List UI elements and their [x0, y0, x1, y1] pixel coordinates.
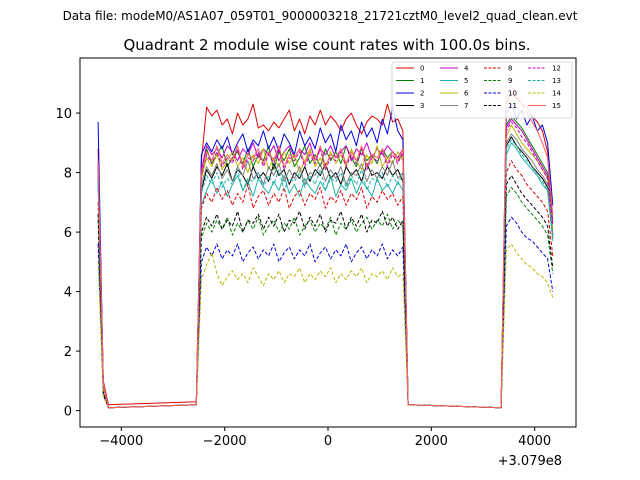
series-line-10	[97, 216, 554, 409]
y-tick-label: 2	[64, 345, 72, 360]
legend-label-14: 14	[552, 90, 561, 98]
legend-label-3: 3	[420, 102, 424, 110]
legend-label-1: 1	[420, 77, 424, 85]
legend-label-10: 10	[508, 90, 517, 98]
legend-label-5: 5	[464, 77, 468, 85]
y-tick-label: 6	[64, 226, 72, 241]
y-tick-label: 4	[64, 286, 72, 301]
x-tick-label: −2000	[203, 434, 247, 449]
data-file-header: Data file: modeM0/AS1A07_059T01_90000032…	[63, 9, 578, 23]
series-line-11	[97, 175, 554, 409]
series-layer	[97, 85, 554, 409]
x-tick-label: 4000	[518, 434, 551, 449]
legend-label-8: 8	[508, 65, 512, 73]
y-tick-label: 10	[55, 107, 72, 122]
x-tick-label: 0	[324, 434, 332, 449]
chart-title: Quadrant 2 module wise count rates with …	[123, 36, 530, 54]
series-line-12	[97, 121, 554, 409]
legend-label-4: 4	[464, 65, 469, 73]
series-line-14	[97, 243, 554, 409]
series-line-13	[97, 139, 554, 409]
legend-label-6: 6	[464, 90, 469, 98]
x-tick-label: −4000	[99, 434, 143, 449]
legend-label-9: 9	[508, 77, 512, 85]
legend-label-13: 13	[552, 77, 561, 85]
legend-label-12: 12	[552, 65, 561, 73]
y-tick-label: 0	[64, 405, 72, 420]
x-tick-label: 2000	[415, 434, 448, 449]
legend-label-7: 7	[464, 102, 468, 110]
y-tick-label: 8	[64, 167, 72, 182]
legend-label-0: 0	[420, 65, 424, 73]
legend-label-11: 11	[508, 102, 517, 110]
series-line-15	[97, 85, 554, 409]
legend-label-2: 2	[420, 90, 424, 98]
x-axis-offset-label: +3.079e8	[498, 454, 562, 469]
legend-box	[391, 61, 573, 119]
series-line-9	[97, 186, 554, 409]
legend-label-15: 15	[552, 102, 561, 110]
